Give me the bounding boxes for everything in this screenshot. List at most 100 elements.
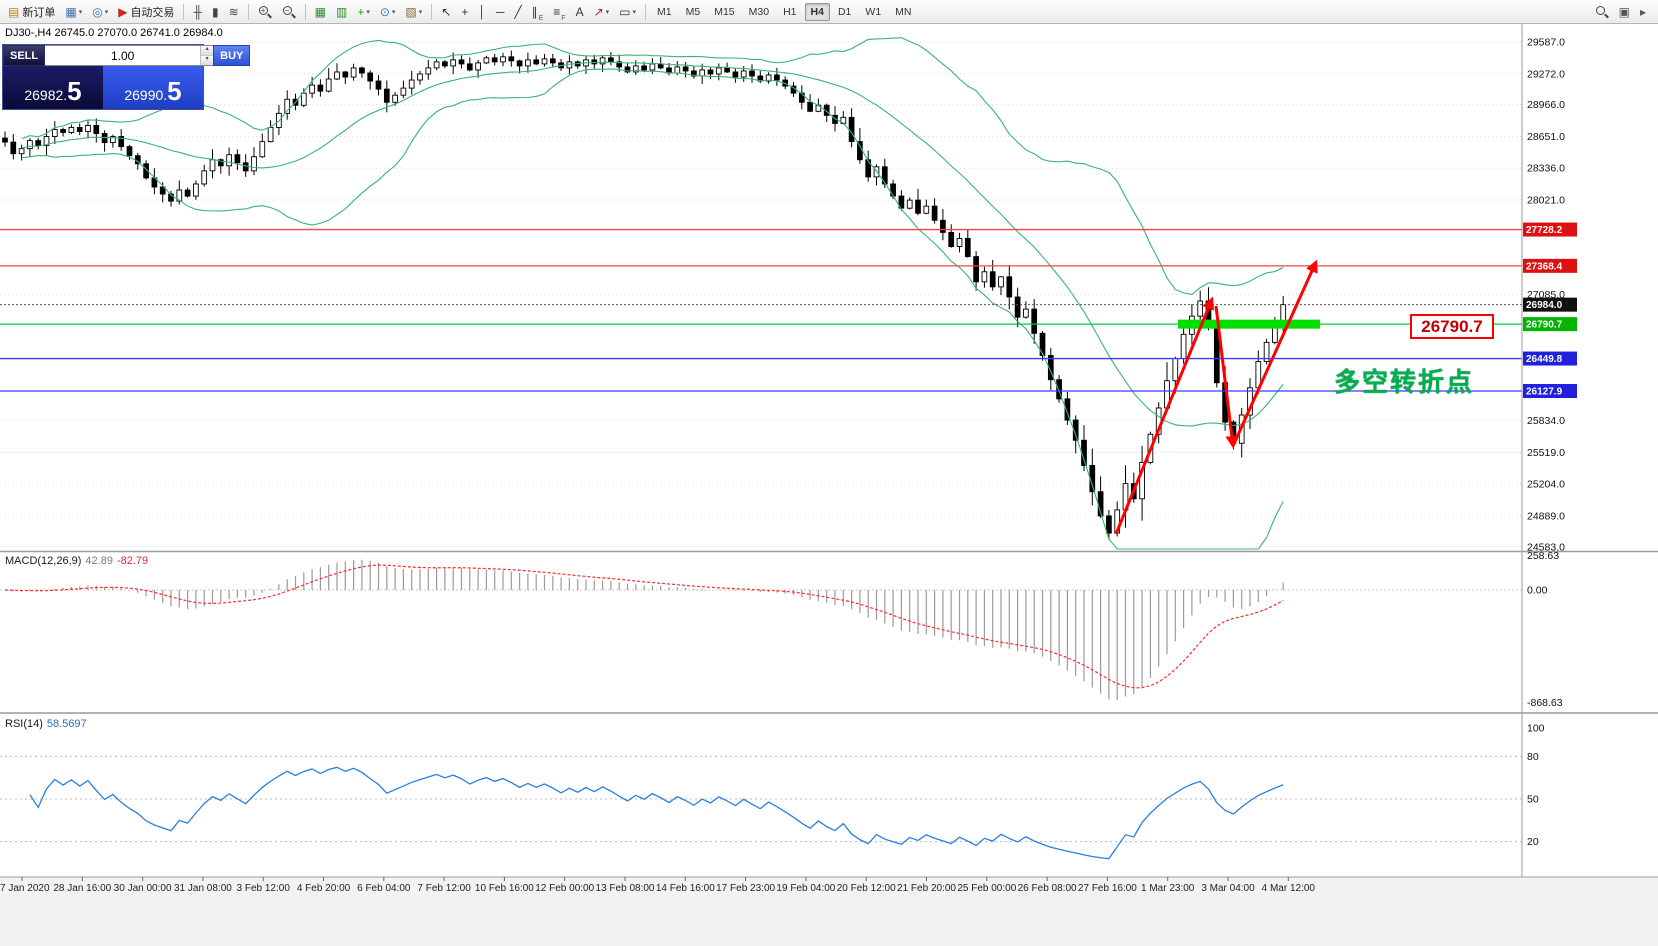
svg-text:27728.2: 27728.2	[1526, 225, 1563, 236]
svg-text:258.63: 258.63	[1527, 550, 1559, 562]
cascade-windows-button[interactable]: ▥	[332, 2, 351, 22]
lot-spinner: ▴ ▾	[200, 46, 214, 66]
timeframe-h4-button[interactable]: H4	[804, 2, 830, 21]
svg-text:0.00: 0.00	[1527, 585, 1548, 597]
svg-text:3 Feb 12:00: 3 Feb 12:00	[237, 883, 291, 894]
indicators-button[interactable]: + ▾	[353, 2, 374, 22]
rsi-line	[29, 766, 1284, 860]
macd-signal-value: -82.79	[116, 555, 149, 567]
timeframe-mn-button[interactable]: MN	[895, 5, 912, 18]
svg-text:26127.9: 26127.9	[1526, 387, 1563, 398]
toolbar: ▤ 新订单 ▦ ▾ ◎ ▾ ▶ 自动交易 ╫ ▮ ≋ + − ▦ ▥ + ▾ ⊙ ▾ ▧ ▾ ↖ + │ ─ ╱ ∥ E ≡ F A ↗ ▾ ▭ ▾…	[0, 0, 1658, 24]
channel-button[interactable]: ∥ E	[528, 2, 548, 22]
price-tag	[1523, 384, 1577, 399]
timeframe-m30-button[interactable]: M30	[748, 5, 770, 18]
timeframe-m1-button[interactable]: M1	[657, 5, 672, 18]
bollinger-middle	[21, 61, 1284, 427]
sell-button[interactable]: SELL	[3, 45, 46, 67]
lot-size-input[interactable]	[45, 46, 201, 66]
periods-button[interactable]: ⊙ ▾	[376, 2, 400, 22]
svg-text:27368.4: 27368.4	[1526, 261, 1563, 272]
price-tag	[1523, 297, 1577, 312]
chevron-down-icon: ▾	[78, 8, 83, 16]
trend-arrow[interactable]	[1231, 259, 1318, 447]
sell-price-big-digit: 5	[67, 75, 82, 106]
timeframe-w1-button[interactable]: W1	[865, 5, 882, 18]
vertical-line-button[interactable]: │	[474, 2, 490, 22]
timeframe-h1-button[interactable]: H1	[783, 5, 797, 18]
profiles-button[interactable]: ◎ ▾	[88, 2, 112, 22]
svg-text:30 Jan 00:00: 30 Jan 00:00	[114, 883, 172, 894]
templates-button[interactable]: ▧ ▾	[401, 2, 426, 22]
timeframe-d1-button[interactable]: D1	[837, 5, 852, 18]
horizontal-line-button[interactable]: ─	[492, 2, 509, 22]
turning-point-annotation[interactable]: 多空转折点	[1334, 367, 1475, 397]
svg-text:31 Jan 08:00: 31 Jan 08:00	[174, 883, 232, 894]
charts-button[interactable]: ▦ ▾	[61, 2, 86, 22]
auto-trading-button[interactable]: ▶ 自动交易	[114, 2, 178, 22]
svg-text:24583.0: 24583.0	[1527, 541, 1565, 553]
svg-text:28966.0: 28966.0	[1527, 99, 1565, 111]
svg-text:29587.0: 29587.0	[1527, 37, 1565, 49]
candlestick-icon: ▮	[211, 4, 219, 19]
svg-text:26 Feb 08:00: 26 Feb 08:00	[1018, 883, 1077, 894]
arrow-object-icon: ↗	[593, 4, 604, 19]
sell-price[interactable]: 26982. 5	[3, 66, 103, 109]
fibonacci-button[interactable]: ≡ F	[549, 2, 569, 22]
key-level-bar[interactable]	[1178, 319, 1320, 329]
candlestick-chart-button[interactable]: ▮	[208, 2, 223, 22]
cursor-button[interactable]: ↖	[437, 2, 455, 22]
crosshair-icon: +	[461, 4, 469, 19]
macd-axis[interactable]: 258.63 0.00 -868.63	[1527, 550, 1563, 709]
lot-decrease-button[interactable]: ▾	[201, 56, 214, 66]
shapes-button[interactable]: ▭ ▾	[615, 2, 640, 22]
price-axis[interactable]: 29587.0 29272.0 28966.0 28651.0 28336.0 28021…	[1523, 37, 1577, 554]
svg-text:3 Mar 04:00: 3 Mar 04:00	[1201, 883, 1255, 894]
timeframe-m5-button[interactable]: M5	[685, 5, 701, 18]
chevron-down-icon: ▾	[605, 8, 610, 16]
scroll-to-end-button[interactable]: ▸	[1636, 2, 1650, 22]
svg-text:-868.63: -868.63	[1527, 697, 1563, 709]
auto-trading-button-label: 自动交易	[130, 6, 175, 19]
lot-increase-button[interactable]: ▴	[201, 46, 214, 57]
buy-price[interactable]: 26990. 5	[103, 66, 203, 109]
toolbar-separator	[247, 3, 249, 20]
bar-chart-button[interactable]: ╫	[189, 2, 206, 22]
arrows-button[interactable]: ↗ ▾	[590, 2, 614, 22]
rsi-value: 58.5697	[46, 718, 87, 730]
zoom-in-button[interactable]: +	[254, 2, 276, 22]
svg-text:14 Feb 16:00: 14 Feb 16:00	[656, 883, 715, 894]
price-tag	[1523, 317, 1577, 332]
equidistant-channel-icon: ∥	[531, 4, 538, 19]
template-icon: ▧	[405, 4, 417, 19]
toolbar-separator	[431, 3, 433, 20]
svg-text:6 Feb 04:00: 6 Feb 04:00	[357, 883, 411, 894]
line-chart-button[interactable]: ≋	[225, 2, 243, 22]
timeframe-m15-button[interactable]: M15	[714, 5, 735, 18]
zoom-out-button[interactable]: −	[278, 2, 300, 22]
buy-button[interactable]: BUY	[213, 45, 251, 67]
macd-title: MACD(12,26,9)	[5, 555, 82, 567]
macd-histogram	[12, 559, 1284, 700]
trendline-button[interactable]: ╱	[510, 2, 525, 22]
text-button[interactable]: A	[572, 2, 588, 22]
rsi-axis[interactable]: 100 80 50 20	[1527, 723, 1545, 849]
search-icon	[1595, 5, 1609, 19]
chevron-down-icon: ▾	[418, 8, 423, 16]
crosshair-button[interactable]: +	[457, 2, 472, 22]
svg-text:28651.0: 28651.0	[1527, 131, 1565, 143]
svg-text:28021.0: 28021.0	[1527, 195, 1565, 207]
macd-indicator-label: MACD(12,26,9) 42.89 -82.79	[5, 555, 148, 567]
new-order-button[interactable]: ▤ 新订单	[4, 2, 59, 22]
svg-text:28336.0: 28336.0	[1527, 163, 1565, 175]
search-button[interactable]	[1591, 2, 1613, 22]
trend-arrow[interactable]	[1114, 296, 1215, 535]
data-window-button[interactable]: ▣	[1615, 2, 1634, 22]
tile-windows-button[interactable]: ▦	[311, 2, 330, 22]
trend-arrow[interactable]	[1214, 305, 1239, 449]
text-icon: A	[575, 4, 584, 19]
key-level-price-label[interactable]: 26790.7	[1410, 314, 1494, 339]
svg-text:27 Feb 16:00: 27 Feb 16:00	[1078, 883, 1137, 894]
